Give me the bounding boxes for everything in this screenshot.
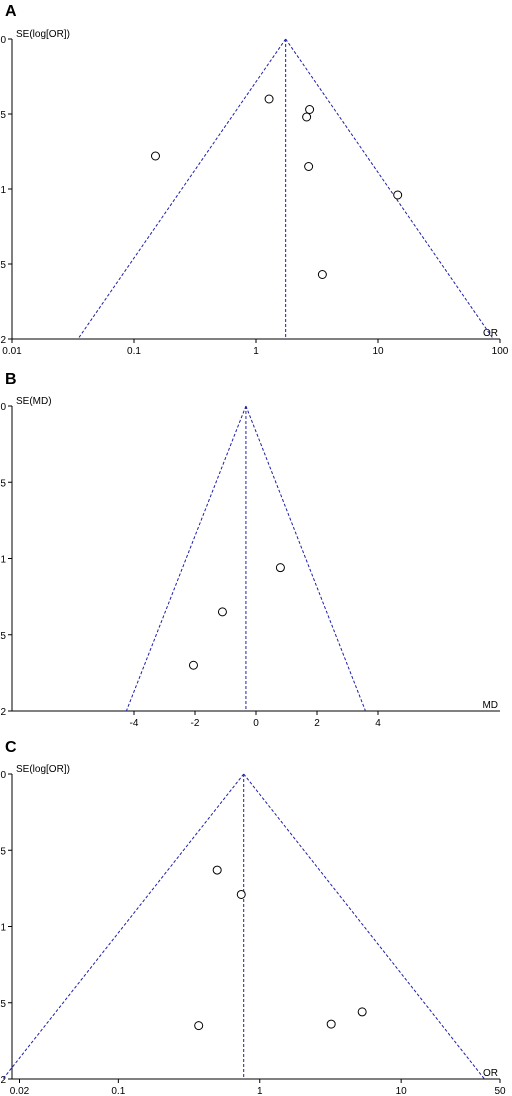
funnel-left-boundary [77, 38, 287, 340]
x-tick-label: -4 [130, 718, 139, 729]
study-point [212, 865, 222, 875]
x-axis-label: OR [483, 328, 498, 339]
study-point [304, 162, 314, 171]
study-point [357, 1007, 367, 1017]
funnel-right-boundary [243, 773, 485, 1080]
y-tick-label: 1 [0, 923, 6, 934]
x-axis-label: MD [482, 700, 498, 711]
y-tick-label: 0.5 [0, 846, 6, 857]
y-tick-label: 2 [0, 707, 6, 718]
y-tick-label: 2 [0, 335, 6, 346]
y-axis-label: SE(MD) [16, 396, 52, 407]
y-axis-label: SE(log[OR]) [16, 29, 70, 40]
study-point [393, 190, 403, 200]
x-tick-label: -2 [191, 718, 200, 729]
study-point [275, 563, 285, 573]
x-axis-label: OR [483, 1068, 498, 1079]
study-point [264, 94, 274, 104]
x-tick-label: 10 [372, 346, 384, 357]
x-tick-label: 2 [314, 718, 320, 729]
y-tick-label: 0.5 [0, 110, 6, 121]
study-point [194, 1021, 204, 1031]
funnel-left-boundary [125, 405, 247, 712]
y-tick-label: 1.5 [0, 631, 6, 642]
funnel-right-boundary [285, 38, 494, 340]
study-point [305, 105, 315, 114]
x-tick-label: 0 [253, 718, 259, 729]
panel-label: C [5, 739, 17, 756]
study-point [236, 889, 246, 899]
x-tick-label: 4 [375, 718, 381, 729]
x-tick-label: 0.02 [10, 1086, 30, 1096]
panel-label: A [5, 3, 17, 20]
x-tick-label: 1 [253, 346, 259, 357]
funnel-right-boundary [245, 405, 366, 712]
funnel-plot-panel-c: C 0 0.5 1 1.5 2 0.02 0.1 1 10 50 SE(log[OR]) OR [0, 739, 506, 1096]
study-point [217, 607, 227, 617]
x-tick-label: 1 [257, 1086, 263, 1096]
study-point [326, 1019, 336, 1029]
y-tick-label: 1 [0, 185, 6, 196]
x-tick-label: 0.1 [111, 1086, 125, 1096]
funnel-plot-panel-b: B 0 0.5 1 1.5 2 -4 -2 0 2 4 SE(MD) MD [0, 371, 500, 729]
x-tick-label: 0.01 [2, 346, 22, 357]
y-tick-label: 0 [0, 402, 6, 413]
x-tick-label: 100 [492, 346, 509, 357]
y-tick-label: 2 [0, 1075, 6, 1086]
x-tick-label: 10 [396, 1086, 408, 1096]
funnel-left-boundary [2, 773, 245, 1080]
x-tick-label: 0.1 [127, 346, 141, 357]
x-tick-label: 50 [494, 1086, 506, 1096]
study-point [150, 151, 160, 161]
y-tick-label: 1.5 [0, 999, 6, 1010]
panel-label: B [5, 371, 17, 388]
study-point [188, 660, 198, 670]
study-point [317, 270, 327, 279]
y-tick-label: 1 [0, 555, 6, 566]
study-point [302, 112, 312, 122]
y-tick-label: 1.5 [0, 260, 6, 271]
y-tick-label: 0 [0, 35, 6, 46]
y-tick-label: 0 [0, 770, 6, 781]
y-tick-label: 0.5 [0, 478, 6, 489]
funnel-plot-panel-a: A 0 0.5 1 1.5 20.01 0.1 1 10 100 SE(log[OR]) OR [0, 3, 509, 357]
y-axis-label: SE(log[OR]) [16, 764, 70, 775]
